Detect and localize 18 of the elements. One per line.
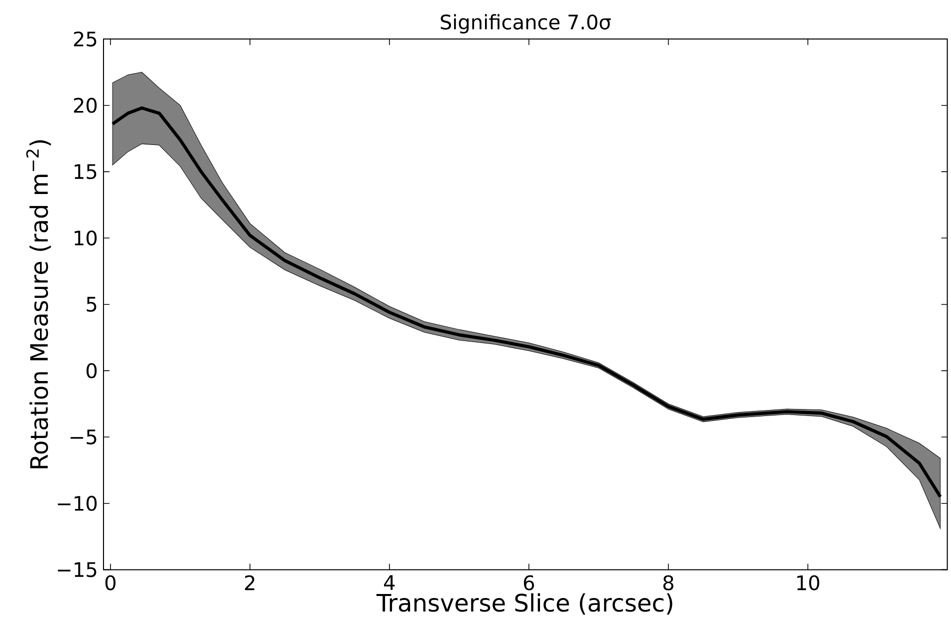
chart-title: Significance 7.0σ [440,14,611,34]
x-tick-label: 0 [105,575,116,590]
x-tick-label: 8 [663,575,674,590]
y-tick-label: 15 [74,164,96,180]
y-tick-label: 10 [74,230,97,246]
x-tick-label: 4 [384,575,395,590]
y-tick-label: −10 [58,496,97,511]
x-tick-label: 2 [245,575,254,590]
x-tick-label: 6 [524,575,534,590]
y-tick-label: 5 [86,296,96,312]
y-tick-label: −15 [58,562,96,578]
x-tick-label: 10 [797,575,820,590]
y-tick-label: 0 [86,363,97,378]
y-tick-label: 25 [74,31,96,47]
y-axis-title: Rotation Measure (rad m$^{−2}$) [26,140,51,468]
x-axis-title: Transverse Slice (arcsec) [376,593,672,615]
y-tick-label: 20 [74,98,97,113]
y-tick-label: −5 [70,430,96,444]
